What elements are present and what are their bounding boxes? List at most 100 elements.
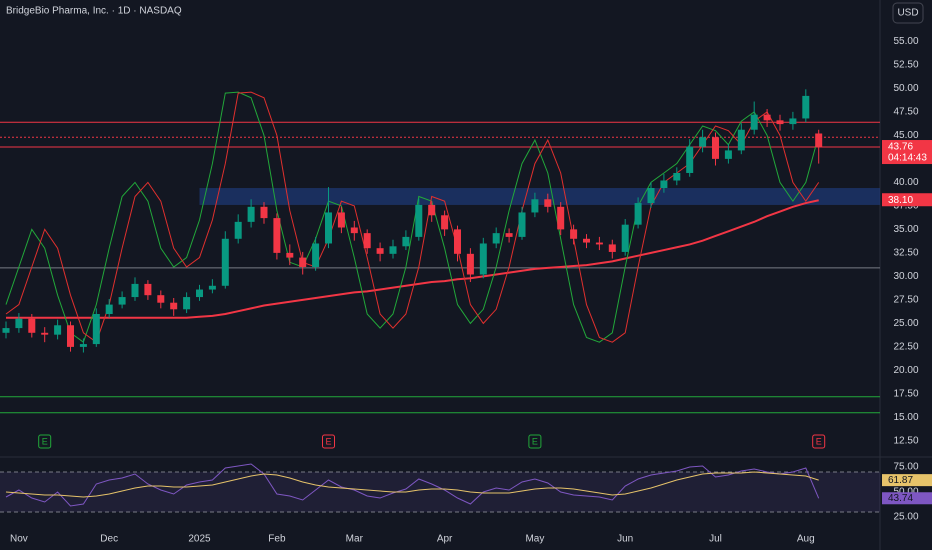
y-tick-label: 22.50 bbox=[893, 342, 918, 353]
rsi-line bbox=[5, 463, 820, 507]
candle-body bbox=[79, 344, 87, 347]
x-tick-label: Aug bbox=[797, 534, 815, 545]
x-tick-label: Feb bbox=[268, 534, 286, 545]
candle-body bbox=[428, 204, 436, 216]
y-tick-label: 15.00 bbox=[893, 412, 918, 423]
candle-body bbox=[208, 285, 216, 290]
candle-body bbox=[325, 212, 332, 244]
x-tick-label: Mar bbox=[346, 534, 364, 545]
earnings-marker bbox=[322, 434, 335, 449]
candle-body bbox=[647, 188, 655, 204]
candle-body bbox=[815, 133, 823, 148]
price-badge-label: 38.10 bbox=[888, 195, 913, 206]
candle-body bbox=[312, 243, 320, 267]
candle-body bbox=[144, 283, 152, 296]
y-tick-label: 55.00 bbox=[893, 36, 918, 47]
earnings-label: E bbox=[325, 436, 331, 446]
chart-title: BridgeBio Pharma, Inc. · 1D · NASDAQ bbox=[6, 6, 182, 17]
overlay-line bbox=[6, 199, 819, 319]
candle-body bbox=[673, 172, 681, 181]
countdown-label: 04:14:43 bbox=[888, 153, 927, 164]
candle-body bbox=[583, 238, 590, 243]
candle-body bbox=[518, 212, 526, 237]
x-tick-label: Nov bbox=[10, 534, 28, 545]
y-tick-label: 25.00 bbox=[893, 318, 918, 329]
candle-body bbox=[105, 304, 113, 314]
y-tick-label: 12.50 bbox=[893, 436, 918, 447]
earnings-marker bbox=[812, 434, 826, 449]
y-tick-label: 47.50 bbox=[893, 107, 918, 118]
candle-body bbox=[299, 257, 307, 267]
zone bbox=[199, 188, 880, 205]
candle-body bbox=[196, 289, 203, 298]
x-tick-label: 2025 bbox=[188, 534, 211, 545]
overlay-line bbox=[5, 91, 820, 343]
earnings-marker bbox=[38, 434, 52, 449]
candle-body bbox=[531, 199, 539, 213]
candle-body bbox=[2, 328, 10, 333]
x-tick-label: Jun bbox=[617, 534, 633, 545]
candle-body bbox=[802, 95, 810, 119]
y-tick-label: 17.50 bbox=[893, 389, 918, 400]
price-badge bbox=[882, 140, 932, 165]
candle-body bbox=[479, 243, 487, 275]
x-tick-label: May bbox=[525, 534, 544, 545]
candle-body bbox=[337, 212, 345, 228]
rsi-tick-label: 50.00 bbox=[893, 487, 918, 498]
candle-body bbox=[389, 246, 397, 254]
candle-body bbox=[273, 218, 281, 253]
candle-body bbox=[376, 248, 384, 254]
candle-body bbox=[92, 313, 100, 345]
candle-body bbox=[763, 114, 771, 121]
candle-body bbox=[776, 120, 784, 125]
candle-body bbox=[260, 206, 268, 219]
x-tick-label: Apr bbox=[437, 534, 453, 545]
y-tick-label: 30.00 bbox=[893, 271, 918, 282]
candle-body bbox=[595, 242, 603, 245]
candle-body bbox=[170, 302, 178, 310]
price-badge bbox=[882, 193, 932, 207]
rsi-badge bbox=[882, 492, 932, 505]
candle-body bbox=[67, 325, 74, 347]
currency-label: USD bbox=[897, 8, 918, 19]
candle-body bbox=[634, 203, 642, 225]
candle-body bbox=[608, 244, 616, 252]
candle-body bbox=[544, 199, 552, 207]
currency-button[interactable] bbox=[892, 2, 924, 24]
candle-body bbox=[505, 233, 513, 237]
rsi-badge-label: 61.87 bbox=[888, 475, 913, 486]
y-tick-label: 27.50 bbox=[893, 295, 918, 306]
candle-body bbox=[737, 129, 745, 151]
candle-body bbox=[234, 221, 242, 239]
earnings-label: E bbox=[532, 436, 538, 446]
candle-body bbox=[789, 118, 797, 125]
rsi-band bbox=[0, 472, 880, 512]
candle-body bbox=[557, 206, 565, 230]
candle-body bbox=[41, 332, 49, 335]
price-badge-label: 43.76 bbox=[888, 142, 913, 153]
y-tick-label: 20.00 bbox=[893, 365, 918, 376]
overlay-line bbox=[5, 91, 820, 343]
earnings-label: E bbox=[42, 436, 48, 446]
candle-body bbox=[621, 224, 629, 252]
candle-body bbox=[28, 318, 36, 333]
candle-body bbox=[286, 252, 294, 258]
x-tick-label: Jul bbox=[709, 534, 722, 545]
candle-body bbox=[183, 297, 191, 310]
candle-body bbox=[724, 150, 732, 159]
candle-body bbox=[415, 204, 423, 237]
rsi-badge-label: 43.74 bbox=[888, 493, 913, 504]
rsi-tick-label: 75.00 bbox=[893, 462, 918, 473]
candle-body bbox=[570, 229, 578, 239]
candle-body bbox=[221, 238, 229, 286]
candle-body bbox=[686, 146, 694, 173]
candle-body bbox=[131, 283, 139, 298]
y-tick-label: 52.50 bbox=[893, 60, 918, 71]
candle-body bbox=[466, 253, 474, 275]
earnings-marker bbox=[528, 434, 542, 449]
candle-body bbox=[660, 180, 668, 189]
y-tick-label: 45.00 bbox=[893, 130, 918, 141]
candle-body bbox=[363, 233, 371, 249]
candle-body bbox=[402, 236, 410, 247]
